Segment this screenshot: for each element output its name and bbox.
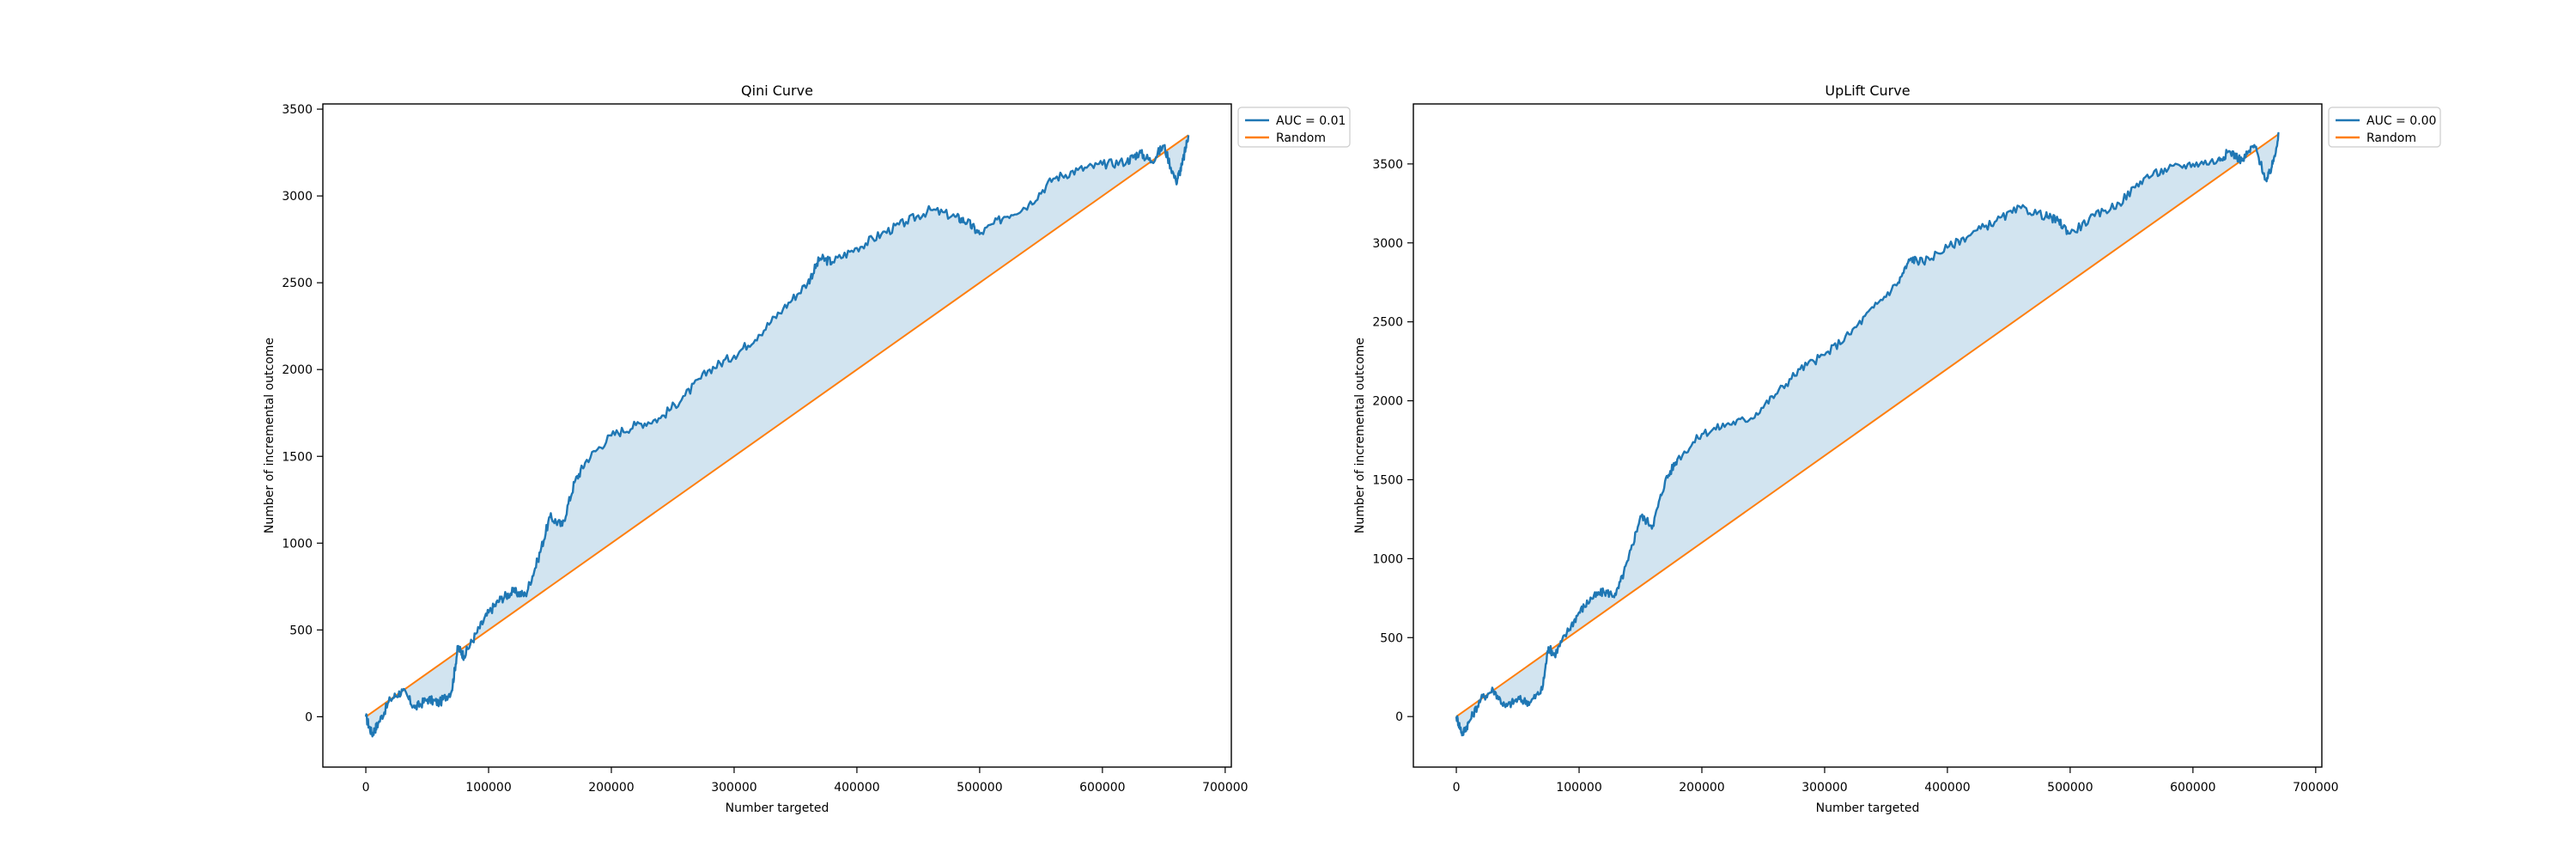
x-tick-label: 500000 xyxy=(2047,781,2093,795)
x-tick-label: 100000 xyxy=(465,781,511,795)
y-tick-label: 3000 xyxy=(282,190,313,204)
area-between-curves xyxy=(1456,132,2279,736)
legend-label: Random xyxy=(2366,131,2416,145)
x-tick-label: 700000 xyxy=(2293,781,2338,795)
y-tick-label: 1000 xyxy=(282,537,313,551)
series-random-line xyxy=(365,134,1189,718)
y-tick-label: 2500 xyxy=(282,277,313,290)
x-tick-label: 0 xyxy=(362,781,370,795)
chart-title: Qini Curve xyxy=(741,82,813,99)
x-tick-label: 600000 xyxy=(1079,781,1125,795)
area-between-curves xyxy=(366,135,1188,737)
y-axis-label: Number of incremental outcome xyxy=(1353,338,1367,533)
axes-frame xyxy=(322,103,1232,768)
y-tick-label: 2000 xyxy=(282,363,313,377)
y-tick-label: 2000 xyxy=(1372,395,1403,409)
y-tick-label: 500 xyxy=(289,624,313,637)
y-tick-label: 500 xyxy=(1380,631,1403,645)
x-axis-label: Number targeted xyxy=(726,801,829,815)
x-tick-label: 700000 xyxy=(1202,781,1248,795)
y-tick-label: 1000 xyxy=(1372,552,1403,566)
x-tick-label: 500000 xyxy=(957,781,1002,795)
legend-label: AUC = 0.01 xyxy=(1276,114,1346,128)
y-tick-label: 0 xyxy=(1395,710,1403,724)
y-tick-label: 2500 xyxy=(1372,316,1403,330)
y-axis-label: Number of incremental outcome xyxy=(263,338,276,533)
y-tick-label: 3000 xyxy=(1372,237,1403,251)
y-tick-label: 3500 xyxy=(282,103,313,117)
x-tick-label: 400000 xyxy=(1924,781,1970,795)
legend-label: Random xyxy=(1276,131,1326,145)
x-tick-label: 600000 xyxy=(2170,781,2215,795)
y-tick-label: 0 xyxy=(305,710,313,724)
y-tick-label: 1500 xyxy=(282,450,313,464)
chart-panel-1: 0 100000 200000 300000 400000 500000 600000 700… xyxy=(263,82,1351,815)
x-tick-label: 200000 xyxy=(588,781,634,795)
y-tick-label: 3500 xyxy=(1372,158,1403,172)
axes-frame xyxy=(1413,103,2323,768)
x-tick-label: 0 xyxy=(1453,781,1461,795)
chart-title: UpLift Curve xyxy=(1825,82,1910,99)
x-tick-label: 200000 xyxy=(1679,781,1724,795)
chart-panel-2: 0 100000 200000 300000 400000 500000 600000 700… xyxy=(1353,82,2441,815)
x-tick-label: 400000 xyxy=(834,781,879,795)
x-axis-label: Number targeted xyxy=(1816,801,1920,815)
x-tick-label: 300000 xyxy=(711,781,756,795)
x-tick-label: 100000 xyxy=(1556,781,1601,795)
series-random-line xyxy=(1455,133,2280,717)
legend-label: AUC = 0.00 xyxy=(2366,114,2436,128)
x-tick-label: 300000 xyxy=(1801,781,1847,795)
series-auc-line xyxy=(364,135,1190,738)
series-auc-line xyxy=(1455,131,2281,737)
y-tick-label: 1500 xyxy=(1372,473,1403,487)
